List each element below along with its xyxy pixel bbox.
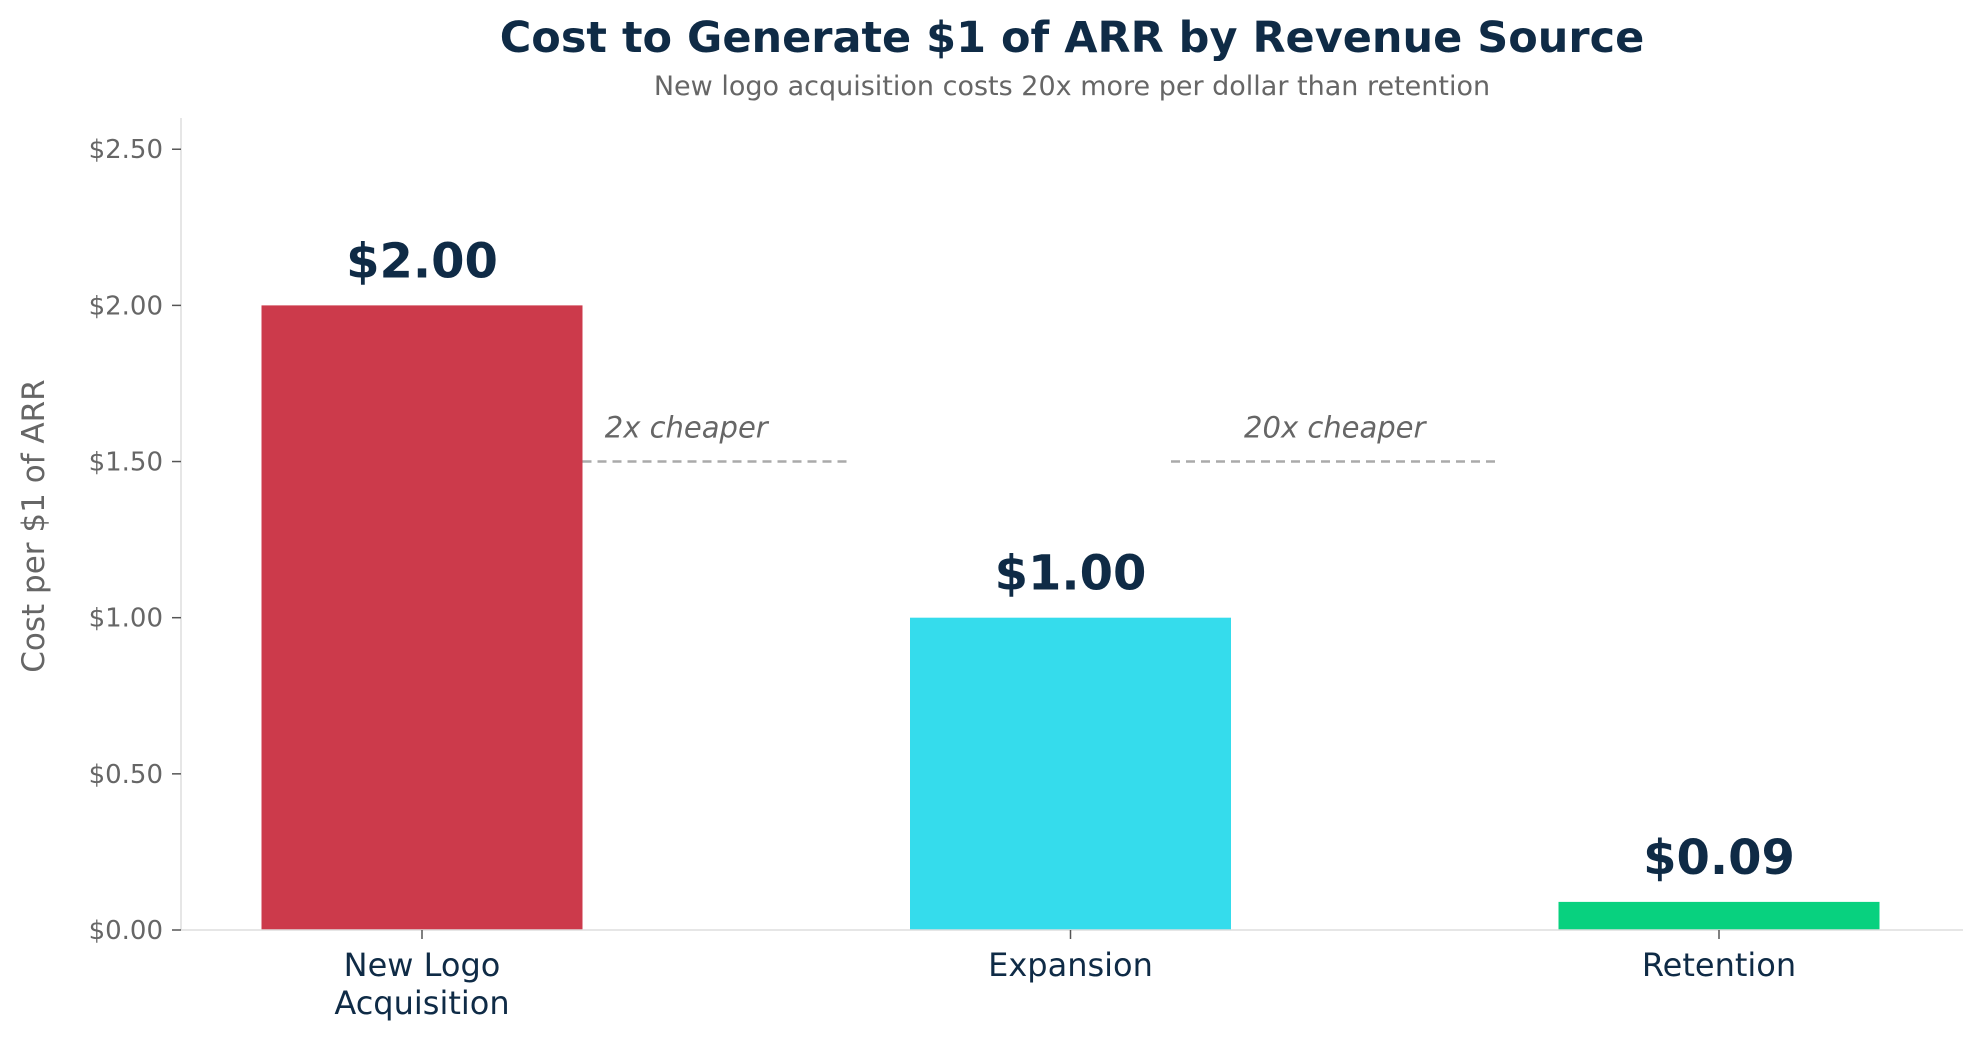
y-tick-label: $1.00 [89,604,163,634]
y-axis-label: Cost per $1 of ARR [16,379,52,672]
bar-value-label: $0.09 [1643,830,1795,886]
annotation-group: 2x cheaper 20x cheaper [522,411,1499,463]
y-tick-label: $0.50 [89,760,163,790]
x-tick-label: Acquisition [334,984,509,1022]
x-tick-label: New Logo [344,946,501,984]
y-tick-group: $0.00 $0.50 $1.00 $1.50 $2.00 $2.50 [89,135,181,946]
annotation-label: 20x cheaper [1244,411,1427,445]
bar [910,617,1231,930]
y-tick-label: $2.50 [89,135,163,165]
chart-subtitle: New logo acquisition costs 20x more per … [654,71,1490,102]
y-tick-label: $2.00 [89,291,163,321]
y-tick-label: $1.50 [89,448,163,478]
bar-value-label: $1.00 [995,546,1147,602]
bar [261,305,583,930]
data-label-group: $2.00 $1.00 $0.09 [346,233,1795,886]
chart-title: Cost to Generate $1 of ARR by Revenue So… [500,13,1645,63]
annotation-label: 2x cheaper [605,411,770,445]
bar-value-label: $2.00 [346,233,498,289]
bar-group [261,305,1880,930]
y-tick-label: $0.00 [89,916,163,946]
bar [1558,901,1880,930]
x-tick-label: Retention [1642,946,1796,984]
x-tick-label: Expansion [988,946,1153,984]
